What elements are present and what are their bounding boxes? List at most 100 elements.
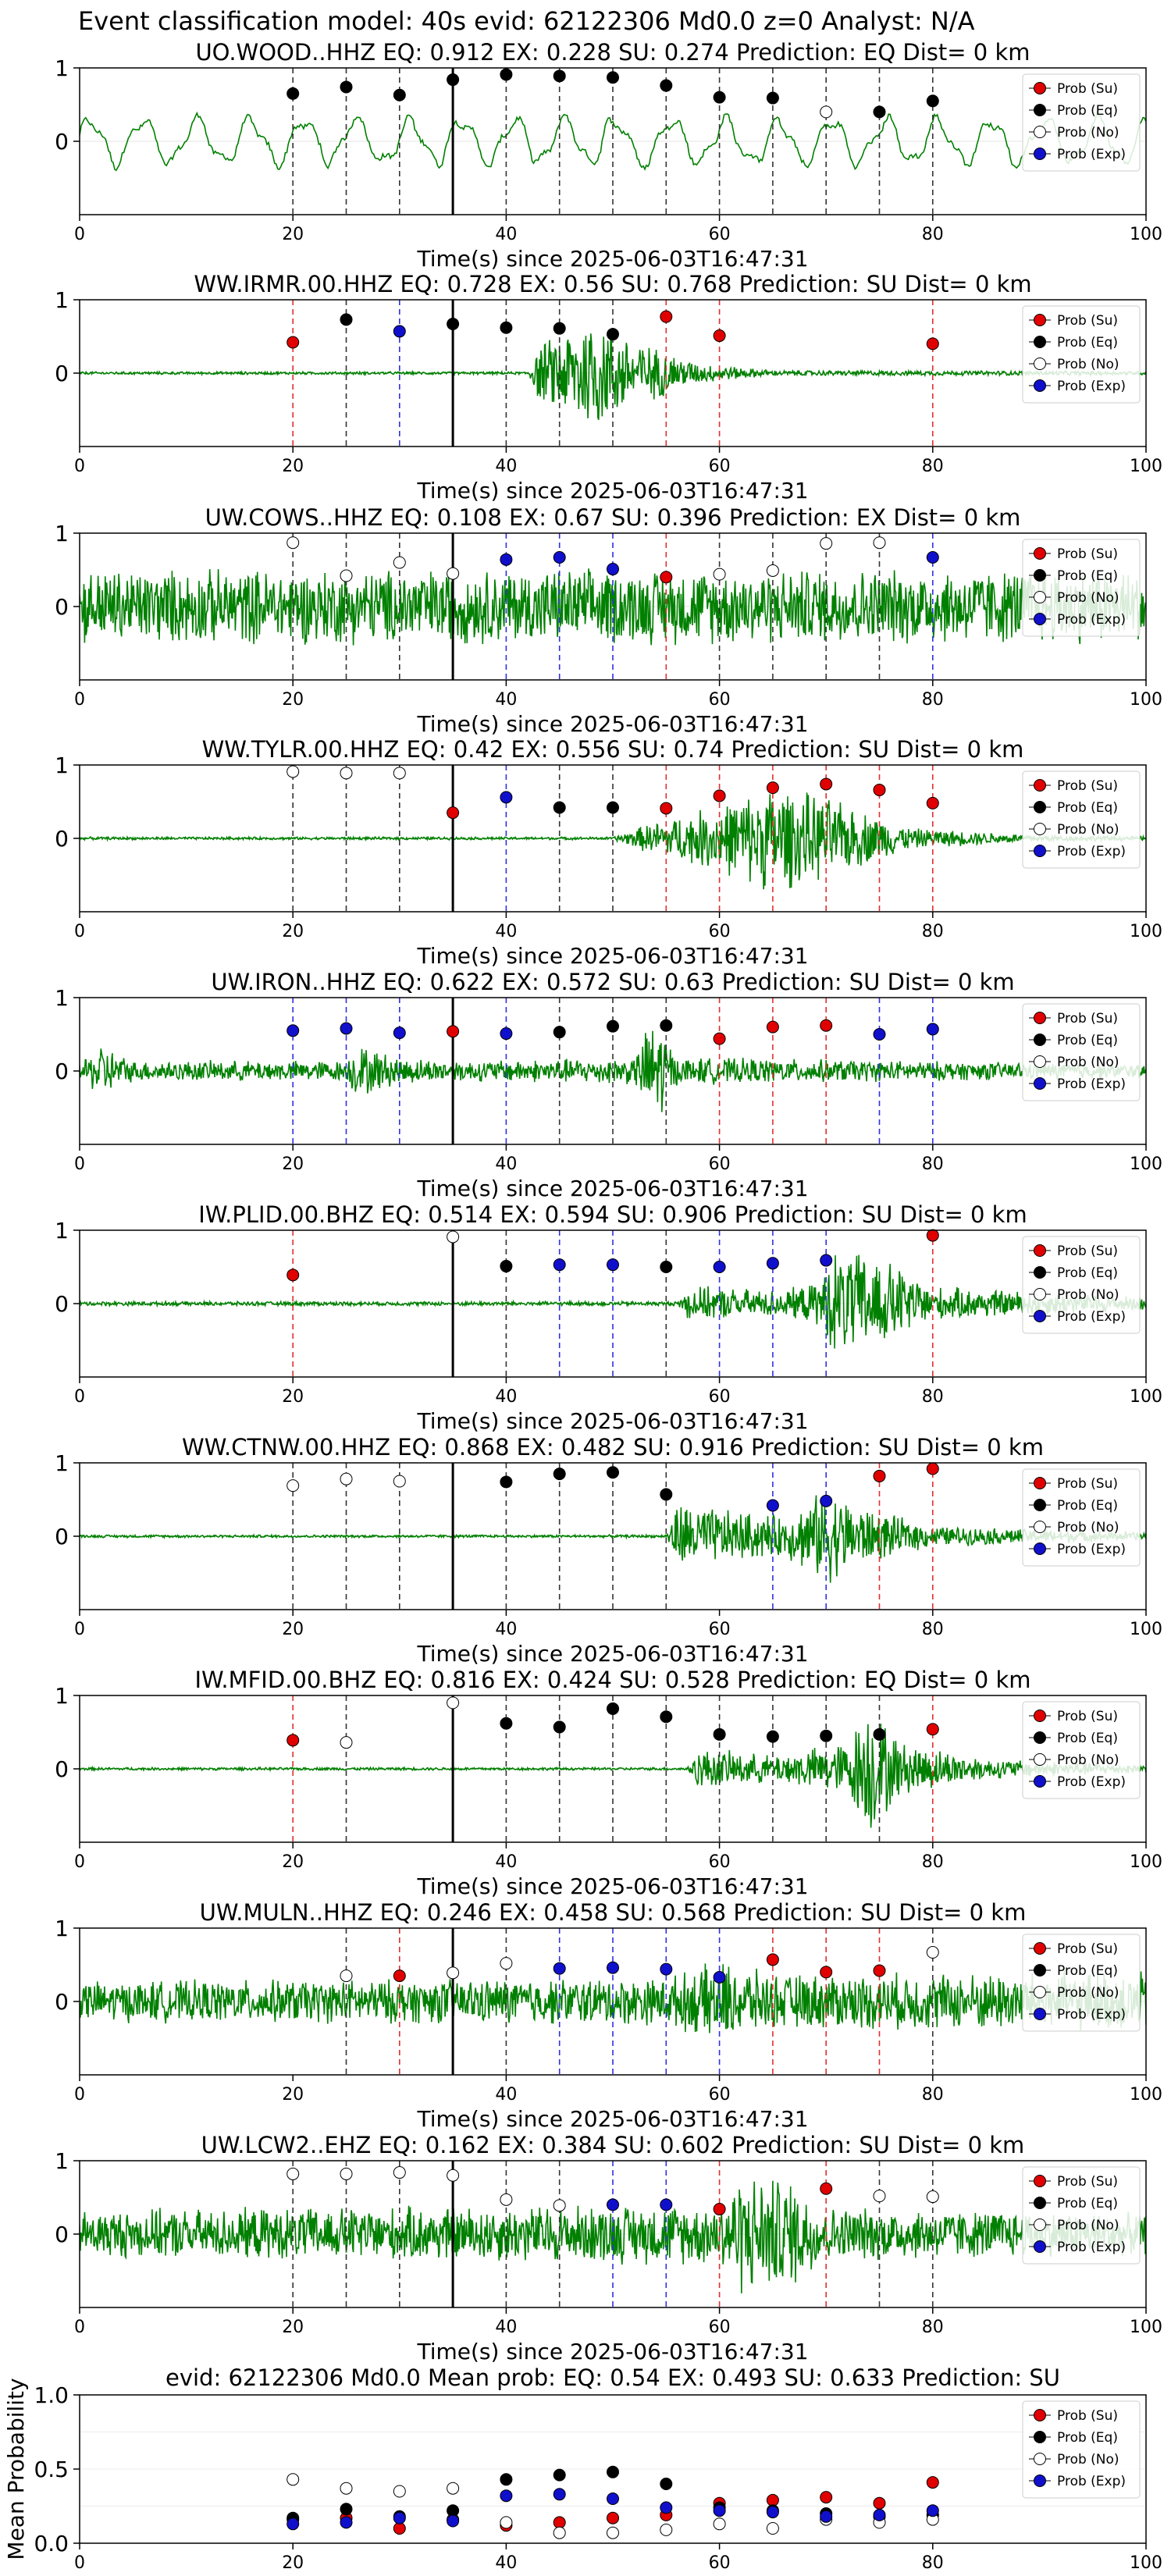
panel-3: UW.COWS..HHZ EQ: 0.108 EX: 0.67 SU: 0.39… — [55, 504, 1162, 737]
y-tick-label: 1 — [55, 753, 69, 778]
legend-label-exp: Prob (Exp) — [1057, 1309, 1126, 1325]
y-tick-label: 1 — [55, 1450, 69, 1476]
legend-marker-no — [1034, 1288, 1046, 1300]
panel-5-title: UW.IRON..HHZ EQ: 0.622 EX: 0.572 SU: 0.6… — [211, 969, 1014, 995]
legend-box — [1022, 2400, 1141, 2499]
mean-marker-exp — [500, 2489, 513, 2503]
prob-marker-su — [873, 1964, 886, 1977]
mean-marker-no — [766, 2522, 779, 2535]
prob-marker-no — [553, 2199, 566, 2212]
legend-label-su: Prob (Su) — [1057, 546, 1118, 562]
legend-label-eq: Prob (Eq) — [1057, 1265, 1118, 1281]
prob-marker-exp — [553, 1258, 566, 1272]
mean-marker-su — [393, 2522, 406, 2535]
prob-marker-su — [660, 310, 673, 323]
mean-marker-exp — [447, 2514, 460, 2528]
y-tick-label: 1 — [55, 2148, 69, 2174]
mean-marker-exp — [287, 2517, 300, 2531]
legend-label-su: Prob (Su) — [1057, 313, 1118, 329]
y-tick-label: 0 — [55, 1524, 69, 1550]
legend-marker-su — [1034, 82, 1046, 94]
prob-marker-exp — [340, 1022, 353, 1035]
mean-marker-no — [340, 2482, 353, 2495]
prob-marker-eq — [553, 1720, 566, 1734]
prob-marker-su — [287, 336, 300, 349]
x-tick-label: 80 — [922, 2553, 944, 2573]
legend-label-su: Prob (Su) — [1057, 778, 1118, 794]
x-tick-label: 0 — [74, 690, 85, 710]
prob-marker-eq — [553, 1026, 566, 1039]
panel-8: IW.MFID.00.BHZ EQ: 0.816 EX: 0.424 SU: 0… — [55, 1667, 1162, 1899]
legend-marker-eq — [1034, 104, 1046, 116]
prob-marker-no — [340, 1472, 353, 1485]
legend-box — [1022, 1468, 1141, 1567]
prob-marker-no — [340, 2167, 353, 2180]
x-tick-label: 0 — [74, 457, 85, 476]
panel-2-waveform — [80, 332, 1146, 420]
prob-marker-no — [287, 765, 300, 778]
legend-box — [1022, 1934, 1141, 2032]
legend-marker-eq — [1034, 801, 1046, 813]
legend-marker-exp — [1034, 379, 1046, 392]
x-tick-label: 80 — [922, 1852, 944, 1872]
legend-marker-eq — [1034, 569, 1046, 582]
x-tick-label: 60 — [709, 2553, 731, 2573]
prob-marker-exp — [820, 1494, 833, 1507]
legend-label-no: Prob (No) — [1057, 125, 1119, 141]
x-tick-label: 60 — [709, 2318, 731, 2337]
panel-6-waveform — [80, 1254, 1146, 1349]
legend-box — [1022, 1236, 1141, 1334]
legend-marker-no — [1034, 1986, 1046, 1998]
mean-marker-exp — [340, 2516, 353, 2529]
y-tick-label: 1 — [55, 521, 69, 546]
legend-marker-su — [1034, 2409, 1046, 2421]
panel-1-xlabel: Time(s) since 2025-06-03T16:47:31 — [416, 246, 808, 272]
mean-marker-exp — [553, 2488, 566, 2501]
prob-marker-su — [393, 1969, 406, 1983]
panel-summary: evid: 62122306 Md0.0 Mean prob: EQ: 0.54… — [3, 2364, 1162, 2573]
panel-10-xlabel: Time(s) since 2025-06-03T16:47:31 — [416, 2339, 808, 2364]
y-tick-label: 1 — [55, 1218, 69, 1244]
x-tick-label: 100 — [1130, 1852, 1162, 1872]
legend-label-no: Prob (No) — [1057, 2452, 1119, 2467]
prob-marker-su — [447, 806, 460, 820]
mean-marker-no — [713, 2517, 726, 2531]
y-tick-label: 1 — [55, 1916, 69, 1941]
x-tick-label: 100 — [1130, 1387, 1162, 1407]
x-tick-label: 20 — [282, 1852, 304, 1872]
legend-label-exp: Prob (Exp) — [1057, 379, 1126, 394]
prob-marker-su — [713, 2203, 726, 2216]
x-tick-label: 100 — [1130, 2085, 1162, 2105]
prob-marker-eq — [500, 1717, 513, 1730]
x-tick-label: 0 — [74, 2318, 85, 2337]
legend-marker-no — [1034, 823, 1046, 835]
panel-9: UW.MULN..HHZ EQ: 0.246 EX: 0.458 SU: 0.5… — [55, 1899, 1162, 2132]
x-tick-label: 80 — [922, 1620, 944, 1639]
mean-marker-no — [500, 2516, 513, 2529]
panel-6-xlabel: Time(s) since 2025-06-03T16:47:31 — [416, 1408, 808, 1434]
x-tick-label: 60 — [709, 690, 731, 710]
panel-3-xlabel: Time(s) since 2025-06-03T16:47:31 — [416, 711, 808, 737]
prob-marker-su — [873, 783, 886, 796]
prob-marker-eq — [553, 322, 566, 335]
legend-box — [1022, 1003, 1141, 1101]
x-tick-label: 40 — [495, 1852, 517, 1872]
x-tick-label: 100 — [1130, 1155, 1162, 1174]
panel-2-title: WW.IRMR.00.HHZ EQ: 0.728 EX: 0.56 SU: 0.… — [194, 271, 1031, 297]
legend-label-exp: Prob (Exp) — [1057, 2474, 1126, 2489]
x-tick-label: 80 — [922, 690, 944, 710]
y-tick-label: 0 — [55, 1059, 69, 1084]
x-tick-label: 100 — [1130, 2318, 1162, 2337]
legend-marker-no — [1034, 358, 1046, 370]
x-tick-label: 20 — [282, 225, 304, 244]
panel-7: WW.CTNW.00.HHZ EQ: 0.868 EX: 0.482 SU: 0… — [55, 1434, 1162, 1667]
panel-1: UO.WOOD..HHZ EQ: 0.912 EX: 0.228 SU: 0.2… — [55, 39, 1162, 272]
legend-marker-eq — [1034, 336, 1046, 348]
legend-marker-no — [1034, 126, 1046, 138]
panel-3-title: UW.COWS..HHZ EQ: 0.108 EX: 0.67 SU: 0.39… — [205, 504, 1021, 531]
legend-marker-exp — [1034, 613, 1046, 625]
mean-marker-exp — [873, 2508, 886, 2521]
mean-marker-exp — [926, 2504, 939, 2517]
legend-marker-eq — [1034, 2431, 1046, 2443]
prob-marker-no — [393, 556, 406, 569]
